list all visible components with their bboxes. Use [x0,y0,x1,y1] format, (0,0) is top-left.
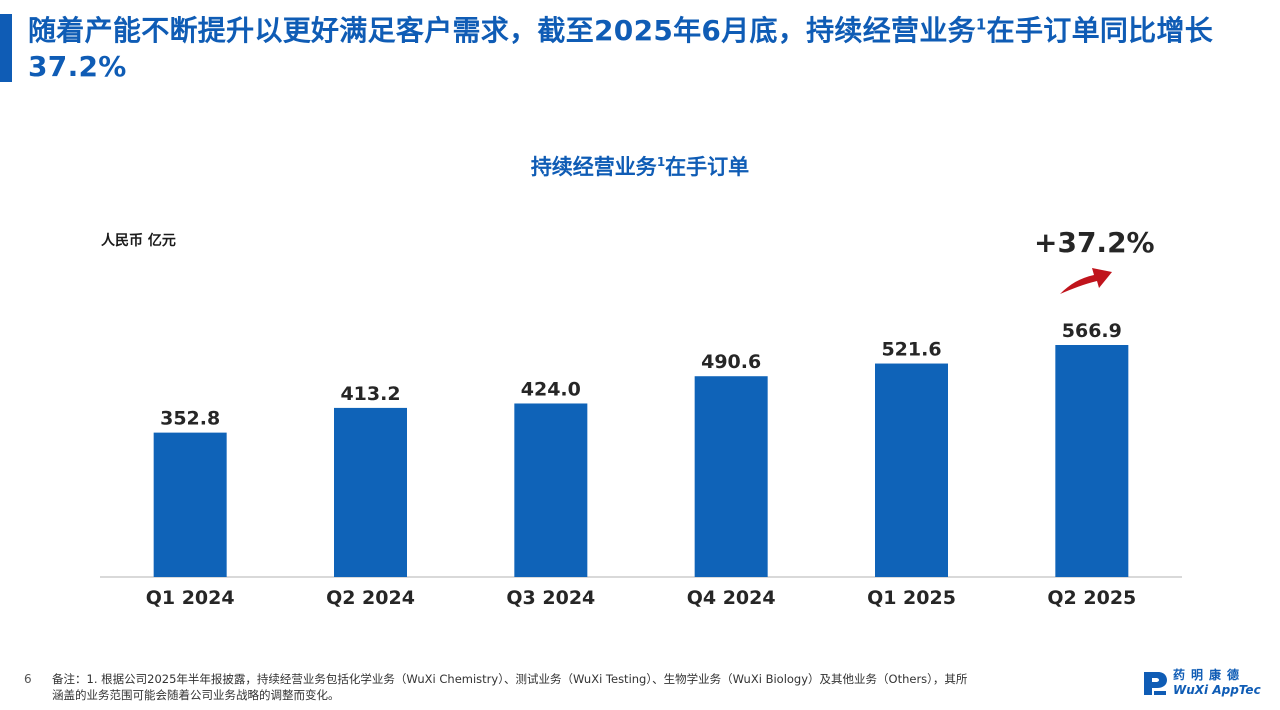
title-accent-bar [0,14,12,82]
footnote-line-1: 备注：1. 根据公司2025年半年报披露，持续经营业务包括化学业务（WuXi C… [52,672,968,686]
bar-q1-2025 [875,363,948,577]
bar-q1-2024 [153,432,227,577]
y-axis-unit-label: 人民币 亿元 [101,233,176,249]
chart-title: 持续经营业务1在手订单 [530,155,750,179]
bar-value-label: 521.6 [881,339,941,361]
category-tick-label: Q4 2024 [687,587,776,609]
category-tick-label: Q1 2024 [146,587,235,609]
bar-q3-2024 [514,403,588,577]
growth-arrow-icon [1060,268,1112,294]
bar-q2-2024 [334,407,407,577]
wuxi-apptec-logo: 药明康德 WuXi AppTec [1140,666,1270,702]
bar-value-label: 413.2 [340,383,400,405]
footnote-line-2: 涵盖的业务范围可能会随着公司业务战略的调整而变化。 [52,688,340,702]
slide-title: 随着产能不断提升以更好满足客户需求，截至2025年6月底，持续经营业务1在手订单… [28,14,1214,83]
category-tick-label: Q1 2025 [867,587,956,609]
logo-english-text: WuXi AppTec [1173,683,1261,697]
bar-chart: 352.8 Q1 2024 413.2 Q2 2024 424.0 Q3 2024 490.… [100,320,1182,609]
logo-chinese-text: 药明康德 [1173,668,1246,682]
bar-value-label: 566.9 [1062,320,1122,342]
category-tick-label: Q3 2024 [506,587,595,609]
category-tick-label: Q2 2024 [326,587,415,609]
logo-mark-icon [1144,672,1167,695]
growth-annotation: +37.2% [1034,226,1155,259]
bar-value-label: 424.0 [521,378,581,400]
bar-value-label: 490.6 [701,351,761,373]
bar-q4-2024 [694,376,768,577]
bar-value-label: 352.8 [160,408,220,430]
footnote: 备注：1. 根据公司2025年半年报披露，持续经营业务包括化学业务（WuXi C… [52,671,1132,703]
category-tick-label: Q2 2025 [1047,587,1136,609]
page-number: 6 [24,672,32,686]
bar-q2-2025 [1055,345,1129,577]
